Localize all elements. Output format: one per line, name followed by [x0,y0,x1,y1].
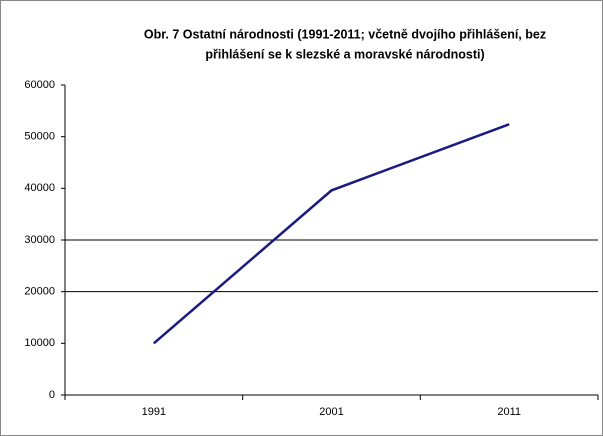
x-tick-label: 2011 [497,406,521,418]
chart-title: Obr. 7 Ostatní národnosti (1991-2011; vč… [144,27,546,41]
y-tick-label: 10000 [24,337,55,349]
y-tick-label: 50000 [24,131,55,143]
y-tick-label: 30000 [24,234,55,246]
y-tick-label: 60000 [24,79,55,91]
x-tick-label: 1991 [142,406,166,418]
y-tick-label: 0 [49,389,55,401]
y-tick-label: 40000 [24,182,55,194]
chart-title: přihlášení se k slezské a moravské národ… [205,47,484,61]
y-tick-label: 20000 [24,286,55,298]
line [153,123,510,345]
x-tick-label: 2001 [319,406,343,418]
